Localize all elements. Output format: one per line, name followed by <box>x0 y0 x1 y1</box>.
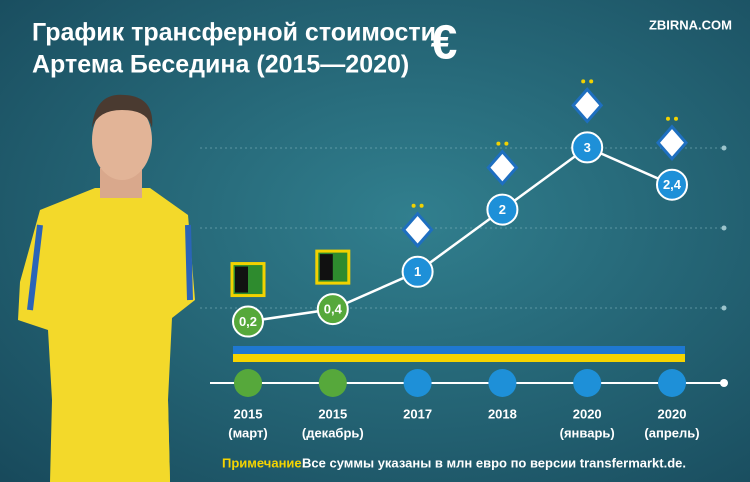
club-logo <box>571 87 604 124</box>
source: ZBIRNA.COM <box>649 17 732 32</box>
value-label: 0,2 <box>239 314 257 329</box>
flag-stripe <box>233 346 685 354</box>
x-tick-label: (март) <box>228 425 267 440</box>
x-tick-label: 2015 <box>318 406 347 421</box>
value-point <box>232 305 264 338</box>
value-point <box>571 131 604 164</box>
club-logo <box>656 124 688 161</box>
value-point <box>401 255 434 288</box>
value-point <box>656 168 688 201</box>
club-logo-star <box>419 203 424 208</box>
timeline-point <box>234 369 262 397</box>
club-logo-stripe <box>319 254 333 281</box>
club-logo-star <box>666 116 670 121</box>
title-line: График трансферной стоимости <box>32 19 436 47</box>
value-point <box>486 193 519 226</box>
player-photo <box>18 94 195 482</box>
timeline-point <box>488 369 517 397</box>
x-tick-label: 2015 <box>234 406 263 421</box>
timeline-end <box>720 379 728 387</box>
timeline-point <box>658 369 686 397</box>
x-tick-label: 2020 <box>573 406 602 421</box>
club-logo-star <box>411 203 416 208</box>
timeline-point <box>318 369 347 397</box>
club-logo <box>401 211 434 249</box>
club-logo-star <box>581 79 586 84</box>
x-tick-label: (декабрь) <box>302 425 364 440</box>
club-logo-star <box>589 79 594 84</box>
guide-lines <box>200 147 722 309</box>
x-tick-label: 2017 <box>403 406 432 421</box>
club-logo <box>486 149 519 186</box>
club-logo-star <box>504 141 509 146</box>
value-label: 1 <box>414 264 421 279</box>
title-line: Артема Беседина (2015—2020) <box>32 51 409 79</box>
guide-dots <box>721 145 727 311</box>
x-tick-label: (апрель) <box>644 425 699 440</box>
x-tick-label: 2020 <box>658 406 687 421</box>
note-label: Примечание. <box>222 455 305 470</box>
club-logo-star <box>496 141 501 146</box>
value-label: 3 <box>584 140 591 155</box>
currency-symbol: € <box>431 17 458 70</box>
value-label: 2 <box>499 202 506 217</box>
note: Все суммы указаны в млн евро по версии t… <box>302 455 686 470</box>
x-tick-label: (январь) <box>560 425 615 440</box>
x-tick-label: 2018 <box>488 406 517 421</box>
flag-stripe <box>233 354 685 362</box>
club-logo-stripe <box>235 266 248 293</box>
value-label: 0,4 <box>324 302 343 317</box>
timeline-point <box>403 369 432 397</box>
club-logo-star <box>674 116 678 121</box>
timeline-point <box>573 369 602 397</box>
value-label: 2,4 <box>663 177 682 192</box>
value-point <box>316 293 349 326</box>
